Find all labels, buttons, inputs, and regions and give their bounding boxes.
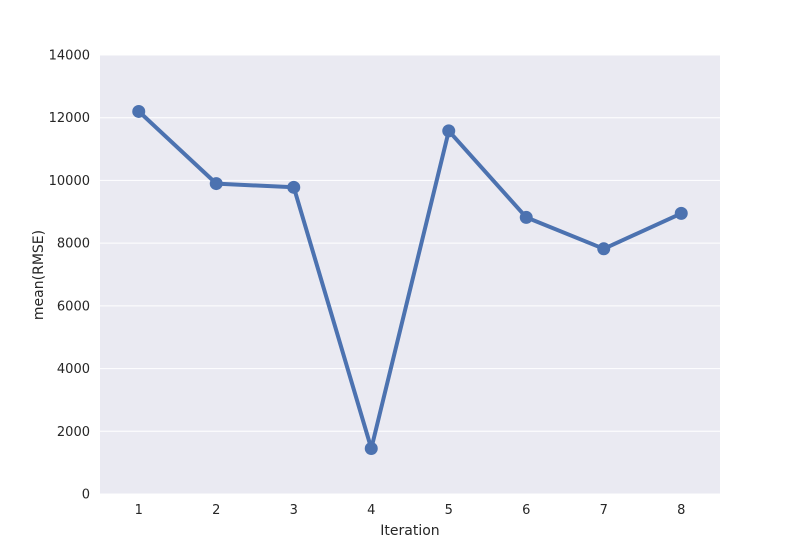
x-tick-label: 2 <box>212 503 220 518</box>
data-point <box>442 124 456 138</box>
data-point <box>209 177 223 191</box>
data-point <box>597 242 611 256</box>
data-point <box>519 210 533 224</box>
y-axis-label: mean(RMSE) <box>31 230 47 320</box>
y-tick-label: 12000 <box>49 111 90 126</box>
series-line <box>136 109 684 451</box>
data-point <box>674 206 688 220</box>
x-tick-label: 6 <box>522 503 530 518</box>
y-tick-label: 0 <box>82 488 90 503</box>
plot-area <box>100 55 720 494</box>
y-tick-label: 10000 <box>49 174 90 189</box>
x-tick-label: 4 <box>367 503 375 518</box>
y-tick-label: 14000 <box>49 49 90 64</box>
gridlines <box>100 54 720 495</box>
x-axis-label: Iteration <box>380 523 439 539</box>
x-axis-ticks: 1 2 3 4 5 6 7 8 <box>135 503 686 518</box>
data-point <box>132 104 146 118</box>
y-tick-label: 6000 <box>57 299 90 314</box>
y-tick-label: 8000 <box>57 237 90 252</box>
y-tick-label: 2000 <box>57 425 90 440</box>
data-point <box>287 180 301 194</box>
x-tick-label: 7 <box>600 503 608 518</box>
y-tick-label: 4000 <box>57 362 90 377</box>
x-tick-label: 5 <box>445 503 453 518</box>
x-tick-label: 1 <box>135 503 143 518</box>
x-tick-label: 3 <box>290 503 298 518</box>
x-tick-label: 8 <box>677 503 685 518</box>
series-group <box>132 104 688 456</box>
data-point <box>364 442 378 456</box>
y-axis-ticks: 0 2000 4000 6000 8000 10000 12000 14000 <box>49 49 90 503</box>
